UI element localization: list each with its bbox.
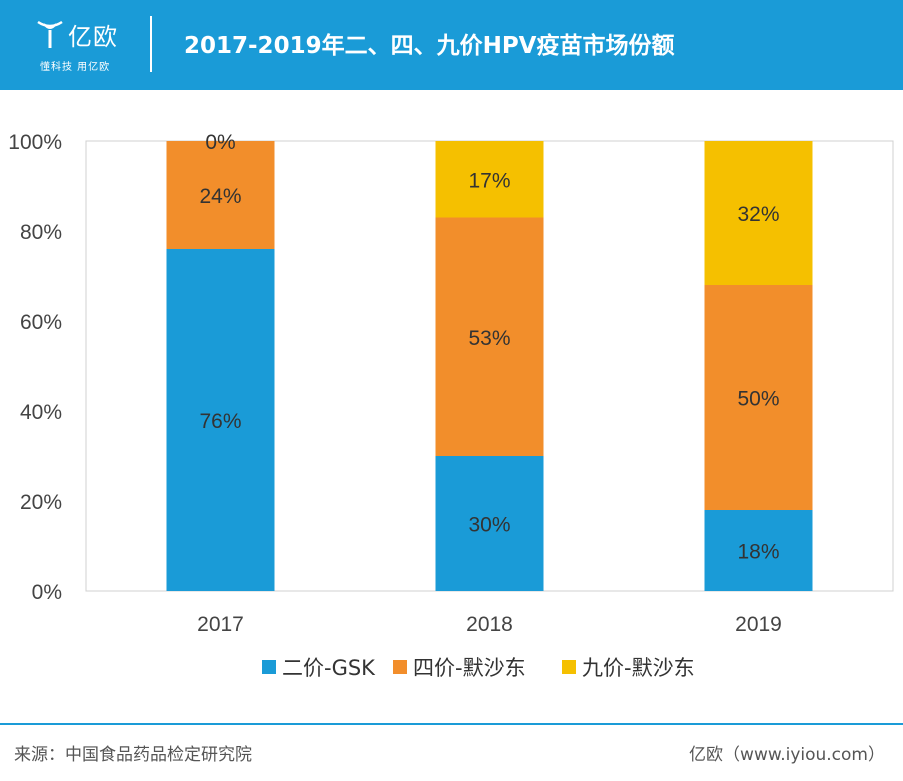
legend-label: 二价-GSK (282, 656, 376, 680)
bar-segment (435, 141, 544, 218)
bar-segment (704, 141, 813, 285)
y-tick-label: 0% (32, 581, 62, 604)
x-tick-label: 2019 (735, 613, 782, 636)
header-banner: 亿欧 懂科技 用亿欧 2017-2019年二、四、九价HPV疫苗市场份额 (0, 0, 903, 90)
legend-swatch (262, 660, 276, 674)
footer-divider (0, 723, 903, 725)
legend-label: 九价-默沙东 (582, 656, 695, 680)
data-label: 50% (737, 388, 779, 411)
bar-segment (704, 510, 813, 591)
data-label: 76% (199, 410, 241, 433)
yiou-logo-icon (37, 20, 63, 48)
source-note: 来源：中国食品药品检定研究院 (14, 745, 252, 765)
logo-text: 亿欧 (68, 23, 118, 51)
bar-segment (166, 141, 275, 249)
bar-segment (704, 285, 813, 510)
y-tick-label: 20% (20, 491, 62, 514)
data-label: 24% (199, 185, 241, 208)
x-tick-label: 2017 (197, 613, 244, 636)
legend-swatch (393, 660, 407, 674)
x-tick-label: 2018 (466, 613, 513, 636)
logo-slogan: 懂科技 用亿欧 (40, 62, 111, 73)
y-tick-label: 80% (20, 221, 62, 244)
data-label: 18% (737, 541, 779, 564)
bar-segment (166, 249, 275, 591)
header-divider (150, 16, 152, 72)
data-label: 0% (205, 131, 235, 154)
data-label: 32% (737, 203, 779, 226)
page-title: 2017-2019年二、四、九价HPV疫苗市场份额 (184, 33, 675, 59)
data-label: 17% (468, 169, 510, 192)
site-credit: 亿欧（www.iyiou.com） (689, 745, 885, 765)
bar-segment (435, 456, 544, 591)
y-tick-label: 40% (20, 401, 62, 424)
y-tick-label: 100% (8, 131, 62, 154)
y-tick-label: 60% (20, 311, 62, 334)
legend-label: 四价-默沙东 (413, 656, 526, 680)
data-label: 53% (468, 327, 510, 350)
stacked-bar-chart: 0% 20% 40% 60% 80% 100% 76% 24% 0% 2017 30% 53% 17% 2… (8, 131, 894, 680)
bar-segment (435, 217, 544, 456)
legend-swatch (562, 660, 576, 674)
data-label: 30% (468, 514, 510, 537)
